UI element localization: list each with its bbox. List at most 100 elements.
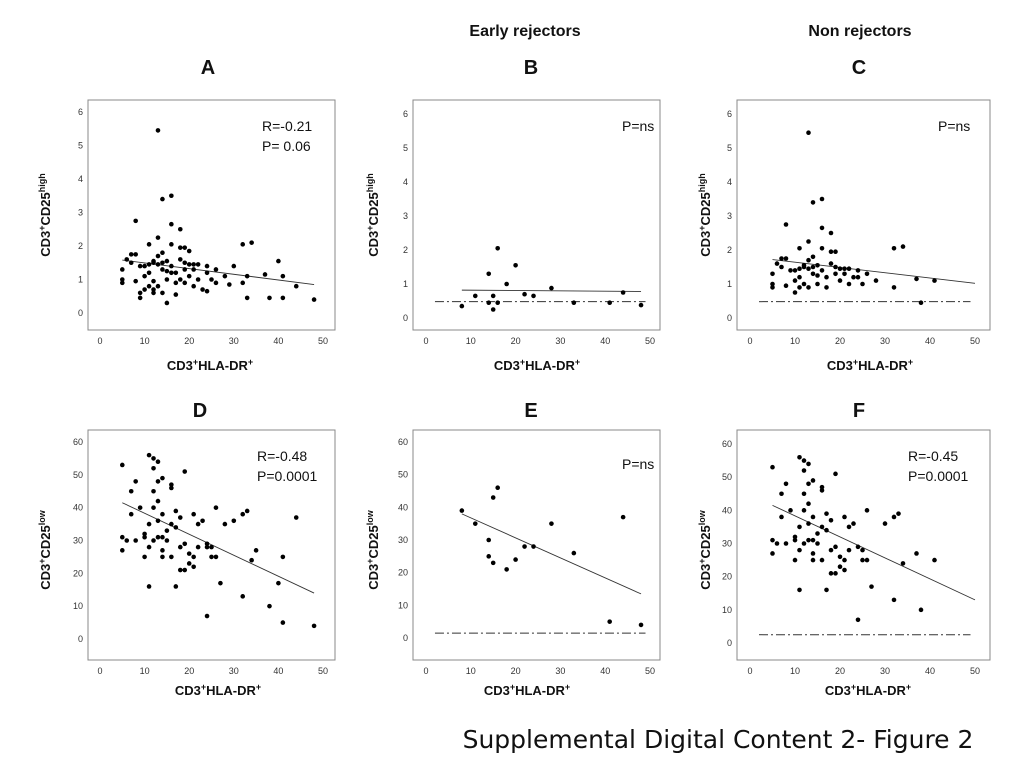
y-tick-label: 60 xyxy=(73,437,83,447)
data-point xyxy=(169,270,174,276)
data-point xyxy=(164,268,170,274)
data-point xyxy=(173,270,179,276)
y-axis-label-sup: + xyxy=(365,558,375,563)
y-axis-label-base: CD3 xyxy=(38,564,53,590)
data-point xyxy=(607,619,612,624)
data-point xyxy=(169,242,174,247)
y-axis-label: CD3+CD25low xyxy=(37,509,53,590)
data-point xyxy=(842,557,847,563)
x-axis-label-sup: + xyxy=(201,682,206,692)
data-point xyxy=(160,548,165,553)
data-point xyxy=(797,266,802,272)
data-point xyxy=(142,531,147,537)
data-point xyxy=(155,253,161,259)
y-tick-label: 2 xyxy=(78,241,83,251)
data-point xyxy=(810,537,816,543)
data-point xyxy=(240,280,246,286)
x-axis-label-sup: + xyxy=(193,357,198,367)
data-point xyxy=(842,514,847,520)
data-point xyxy=(276,580,281,586)
data-point xyxy=(200,287,205,292)
data-point xyxy=(222,273,228,279)
data-point xyxy=(833,271,838,277)
x-tick-label: 20 xyxy=(184,666,194,676)
data-point xyxy=(209,277,214,282)
data-point xyxy=(213,554,219,560)
data-point xyxy=(837,278,843,283)
data-point xyxy=(806,461,811,467)
data-point xyxy=(620,514,626,520)
data-point xyxy=(276,258,281,264)
x-tick-label: 20 xyxy=(835,666,845,676)
data-point xyxy=(770,271,775,277)
data-point xyxy=(177,515,183,520)
data-point xyxy=(828,547,834,553)
data-point xyxy=(490,495,496,500)
data-point xyxy=(182,469,188,474)
data-point xyxy=(638,302,644,308)
data-point xyxy=(204,613,210,619)
data-point xyxy=(774,261,780,266)
y-axis-label-sup2: low xyxy=(365,509,375,525)
y-tick-label: 60 xyxy=(398,437,408,447)
x-axis-label: CD3+HLA-DR+ xyxy=(827,357,913,373)
data-point xyxy=(801,281,807,287)
data-point xyxy=(842,271,847,277)
x-axis-label-sup2: + xyxy=(256,682,261,692)
data-point xyxy=(797,274,802,280)
y-tick-label: 3 xyxy=(403,211,408,221)
plot-frame xyxy=(412,99,661,331)
data-point xyxy=(815,541,820,546)
data-point xyxy=(177,544,183,550)
data-point xyxy=(133,278,138,284)
x-tick-label: 20 xyxy=(835,336,845,346)
data-point xyxy=(213,280,219,286)
panel-e: E0 10 20 30 40 500102030405060P=nsCD3+HLA-DR+… xyxy=(365,400,661,698)
data-point xyxy=(128,260,134,266)
x-axis-label-base: CD3 xyxy=(825,683,851,698)
x-tick-label: 10 xyxy=(790,666,800,676)
y-axis-label-sup: + xyxy=(37,225,47,230)
x-tick-label: 0 xyxy=(97,666,102,676)
data-point xyxy=(801,468,807,473)
data-point xyxy=(155,518,161,524)
x-tick-label: 50 xyxy=(645,336,655,346)
data-point xyxy=(783,256,789,261)
data-point xyxy=(240,242,246,247)
data-point xyxy=(486,300,492,306)
y-axis-label-rest: CD25 xyxy=(38,192,53,225)
y-axis-label-sup2: high xyxy=(697,173,707,192)
plot-frame xyxy=(87,429,336,661)
data-point xyxy=(792,268,798,273)
data-point xyxy=(164,528,170,533)
panel-f: F 0 10 20 30 40 50 0 10 20 30 40 50 60 R=-0.45 P=0.0001… xyxy=(697,400,991,698)
x-axis-label-sup2: + xyxy=(248,357,253,367)
data-point xyxy=(783,222,789,227)
stat-label: P=ns xyxy=(622,118,654,134)
data-point xyxy=(191,262,196,267)
data-point xyxy=(146,242,152,247)
x-tick-label: 50 xyxy=(645,666,655,676)
data-point xyxy=(522,544,527,549)
data-point xyxy=(495,246,500,251)
data-point xyxy=(810,264,816,270)
data-point xyxy=(155,262,161,267)
data-point xyxy=(120,462,125,468)
x-tick-label: 0 xyxy=(97,336,102,346)
data-point xyxy=(160,267,165,272)
data-point xyxy=(819,524,825,530)
x-axis-label-base: CD3 xyxy=(167,358,193,373)
data-point xyxy=(209,554,214,560)
data-point xyxy=(824,587,829,593)
data-point xyxy=(169,221,174,227)
data-point xyxy=(160,534,165,540)
data-point xyxy=(240,594,246,599)
x-axis-label-rest: HLA-DR xyxy=(525,358,575,373)
regression-line xyxy=(461,513,642,595)
y-tick-label: 50 xyxy=(722,472,732,482)
data-point xyxy=(815,273,820,278)
data-point xyxy=(855,544,861,550)
y-tick-label: 0 xyxy=(78,634,83,644)
data-point xyxy=(779,256,784,261)
